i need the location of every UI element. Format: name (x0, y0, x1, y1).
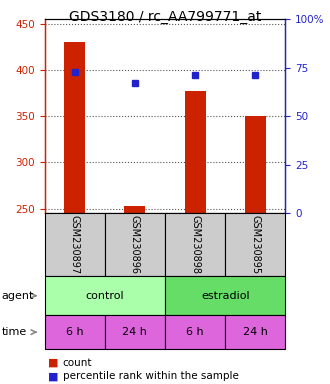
Text: percentile rank within the sample: percentile rank within the sample (63, 371, 239, 381)
Bar (245, 116, 266, 213)
Text: 6 h: 6 h (186, 327, 204, 337)
Text: GSM230897: GSM230897 (70, 215, 80, 274)
Text: ■: ■ (48, 358, 58, 368)
Text: estradiol: estradiol (201, 291, 249, 301)
Text: 24 h: 24 h (122, 327, 147, 337)
Text: GSM230898: GSM230898 (190, 215, 200, 274)
Text: time: time (2, 327, 27, 337)
Text: control: control (85, 291, 124, 301)
Bar (64, 42, 85, 213)
Text: ■: ■ (48, 371, 58, 381)
Text: GSM230896: GSM230896 (130, 215, 140, 274)
Bar (124, 206, 146, 213)
Text: GDS3180 / rc_AA799771_at: GDS3180 / rc_AA799771_at (69, 10, 261, 23)
Text: 24 h: 24 h (243, 327, 268, 337)
Bar (184, 91, 206, 213)
Text: count: count (63, 358, 92, 368)
Text: GSM230895: GSM230895 (250, 215, 260, 274)
Text: 6 h: 6 h (66, 327, 83, 337)
Text: agent: agent (2, 291, 34, 301)
